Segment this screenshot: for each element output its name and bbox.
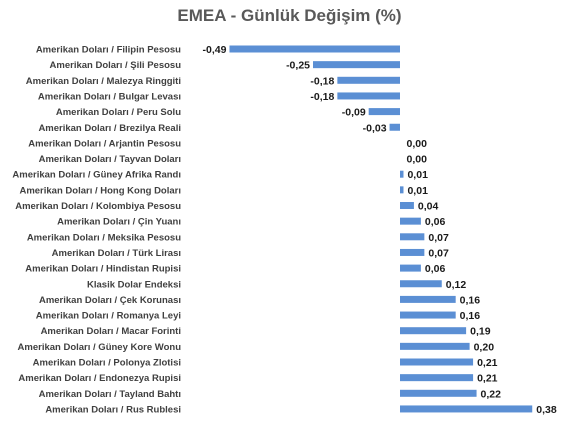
bar (400, 280, 442, 288)
category-label: Amerikan Doları / Bulgar Levası (38, 91, 181, 102)
data-label: -0,25 (286, 60, 310, 72)
category-label: Amerikan Doları / Çek Korunası (39, 295, 181, 306)
bar (400, 295, 456, 303)
data-label: -0,49 (203, 44, 227, 56)
data-label: -0,09 (342, 107, 366, 119)
bar (400, 186, 404, 194)
category-label: Amerikan Doları / Polonya Zlotisi (33, 358, 181, 369)
category-label: Klasik Dolar Endeksi (87, 279, 181, 290)
category-label: Amerikan Doları / Hindistan Rupisi (25, 264, 181, 275)
category-label: Amerikan Doları / Tayvan Doları (39, 154, 181, 165)
bar (400, 374, 474, 382)
data-label: 0,06 (425, 263, 446, 275)
category-label: Amerikan Doları / Rus Rublesi (45, 404, 181, 415)
data-label: 0,01 (407, 185, 428, 197)
data-label: -0,03 (363, 122, 387, 134)
bar (400, 233, 425, 241)
bar (400, 327, 467, 335)
category-label: Amerikan Doları / Meksika Pesosu (27, 232, 181, 243)
bar (400, 405, 533, 413)
data-label: 0,21 (477, 373, 498, 385)
category-label: Amerikan Doları / Peru Solu (56, 107, 181, 118)
bar (337, 92, 400, 100)
data-label: 0,22 (481, 388, 502, 400)
category-label: Amerikan Doları / Malezya Ringgiti (26, 76, 181, 87)
category-label: Amerikan Doları / Şili Pesosu (50, 60, 182, 71)
data-label: -0,18 (310, 75, 334, 87)
data-label: 0,06 (425, 216, 446, 228)
bar (400, 202, 414, 209)
category-label: Amerikan Doları / Arjantin Pesosu (28, 138, 181, 149)
data-label: 0,16 (460, 310, 481, 322)
category-label: Amerikan Doları / Macar Forinti (41, 326, 181, 337)
bar (400, 389, 477, 397)
bar (400, 358, 474, 366)
data-label: 0,21 (477, 357, 498, 369)
data-label: 0,38 (536, 404, 557, 416)
data-label: 0,07 (428, 247, 449, 259)
bar (229, 45, 400, 53)
data-label: -0,18 (310, 91, 334, 103)
category-label: Amerikan Doları / Brezilya Reali (38, 123, 181, 134)
category-label: Amerikan Doları / Hong Kong Doları (19, 185, 181, 196)
category-label: Amerikan Doları / Filipin Pesosu (36, 45, 181, 56)
bar (400, 311, 456, 319)
bar (400, 217, 421, 225)
bar (400, 248, 425, 256)
category-label: Amerikan Doları / Romanya Leyi (36, 311, 181, 322)
bar (368, 108, 400, 116)
data-label: 0,04 (418, 201, 439, 213)
data-label: 0,07 (428, 232, 449, 244)
bar (400, 170, 404, 178)
category-label: Amerikan Doları / Güney Kore Wonu (18, 342, 182, 353)
bar (337, 76, 400, 84)
bar (400, 342, 470, 350)
data-label: 0,20 (474, 341, 495, 353)
data-label: 0,00 (407, 138, 428, 150)
data-label: 0,12 (446, 279, 467, 291)
category-label: Amerikan Doları / Endonezya Rupisi (18, 373, 181, 384)
category-label: Amerikan Doları / Kolombiya Pesosu (15, 201, 181, 212)
category-label: Amerikan Doları / Güney Afrika Randı (12, 170, 181, 181)
bar (313, 61, 400, 69)
category-label: Amerikan Doları / Tayland Bahtı (39, 389, 181, 400)
category-label: Amerikan Doları / Çin Yuanı (57, 217, 181, 228)
data-label: 0,01 (407, 169, 428, 181)
bar (400, 264, 421, 272)
category-label: Amerikan Doları / Türk Lirası (52, 248, 181, 259)
bar (389, 123, 400, 131)
data-label: 0,19 (470, 326, 491, 338)
data-label: 0,16 (460, 294, 481, 306)
data-label: 0,00 (407, 154, 428, 166)
chart-title: EMEA - Günlük Değişim (%) (177, 6, 402, 25)
